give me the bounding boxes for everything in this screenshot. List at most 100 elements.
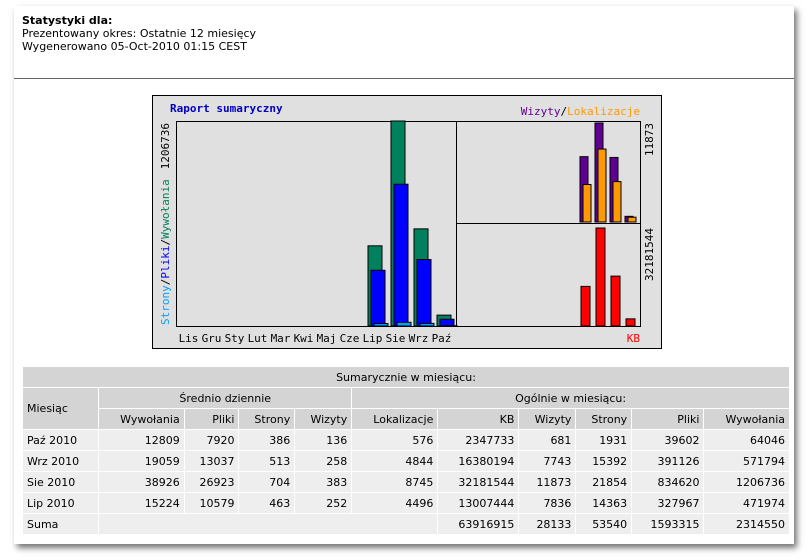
header: Statystyki dla: Prezentowany okres: Osta… [22, 14, 256, 53]
month-cell: Sie 2010 [23, 472, 99, 492]
header-row: Wywołania Pliki Strony Wizyty Lokalizacje KB W… [23, 409, 789, 429]
bar [396, 321, 412, 327]
bottom-right-panel [456, 223, 641, 327]
header-row: Miesiąc Średnio dziennie Ogólnie w miesiąc… [23, 388, 789, 429]
legend-item: Strony [159, 285, 172, 325]
column-header: Lokalizacje [352, 409, 438, 429]
month-label: Lip [363, 332, 383, 345]
legend-item: Pliki [159, 246, 172, 279]
cell: 136 [295, 430, 352, 450]
bar [625, 318, 636, 327]
legend: Strony/Pliki/Wywołania [159, 179, 172, 325]
cell: 11873 [519, 472, 576, 492]
cell: 4496 [352, 493, 438, 513]
month-header: Miesiąc [23, 388, 99, 429]
cell: 21854 [576, 472, 632, 492]
cell: 10579 [184, 493, 239, 513]
legend-separator: / [159, 239, 172, 246]
bar [373, 323, 389, 327]
cell: 15224 [99, 493, 184, 513]
legend-item: Wywołania [159, 179, 172, 239]
cell: 16380194 [438, 451, 519, 471]
bar [595, 227, 606, 327]
cell: 2347733 [438, 430, 519, 450]
total-cell: 63916915 [438, 514, 519, 534]
header-row: Sumarycznie w miesiącu: [23, 367, 789, 387]
month-label: Wrz [409, 332, 429, 345]
cell: 1931 [576, 430, 632, 450]
cell: 4844 [352, 451, 438, 471]
period: Prezentowany okres: Ostatnie 12 miesięcy [22, 27, 257, 40]
bar [610, 275, 621, 327]
cell: 834620 [632, 472, 704, 492]
column-header: Wizyty [295, 409, 352, 429]
cell: 1206736 [704, 472, 789, 492]
cell: 8745 [352, 472, 438, 492]
month-label: Gru [202, 332, 222, 345]
bar [370, 269, 386, 327]
bar [597, 148, 607, 223]
cell: 26923 [184, 472, 239, 492]
summary-table: Sumarycznie w miesiącu: Miesiąc Średnio dz… [22, 366, 790, 535]
bar [580, 285, 591, 327]
separator-line [14, 78, 794, 79]
total-row: Suma 63916915 28133 53540 1593315 2314550 [23, 514, 789, 534]
total-label: Suma [23, 514, 99, 534]
month-label: Sty [225, 332, 245, 345]
cell: 471974 [704, 493, 789, 513]
data-row: Wrz 2010 19059 13037 513 258 4844 16380194 7743… [23, 451, 789, 471]
bar [627, 216, 637, 223]
month-cell: Lip 2010 [23, 493, 99, 513]
legend-item: Wizyty [521, 105, 561, 118]
cell: 513 [239, 451, 295, 471]
empty-cell [99, 514, 438, 534]
column-header: Wywołania [704, 409, 789, 429]
cell: 704 [239, 472, 295, 492]
month-label: Kwi [294, 332, 314, 345]
month-label: Cze [340, 332, 360, 345]
month-label: Lis [179, 332, 199, 345]
group-header: Średnio dziennie [99, 388, 352, 408]
column-header: Strony [239, 409, 295, 429]
month-cell: Wrz 2010 [23, 451, 99, 471]
cell: 64046 [704, 430, 789, 450]
legend-separator: / [159, 279, 172, 286]
bar [439, 318, 455, 327]
column-header: Strony [576, 409, 632, 429]
table-caption: Sumarycznie w miesiącu: [23, 367, 789, 387]
cell: 13007444 [438, 493, 519, 513]
axis-max: 1206736 [159, 123, 172, 169]
cell: 463 [239, 493, 295, 513]
bar [419, 322, 435, 327]
cell: 38926 [99, 472, 184, 492]
cell: 383 [295, 472, 352, 492]
cell: 39602 [632, 430, 704, 450]
month-label: Lut [248, 332, 268, 345]
cell: 32181544 [438, 472, 519, 492]
month-label: Paź [432, 332, 452, 345]
cell: 571794 [704, 451, 789, 471]
left-panel [176, 121, 457, 327]
axis-max: 11873 [643, 123, 656, 156]
column-header: Pliki [632, 409, 704, 429]
chart-title: Raport sumaryczny [170, 102, 283, 115]
legend-separator: / [561, 105, 568, 118]
generated: Wygenerowano 05-Oct-2010 01:15 CEST [22, 40, 247, 53]
cell: 576 [352, 430, 438, 450]
cell: 681 [519, 430, 576, 450]
bar [612, 181, 622, 223]
total-cell: 2314550 [704, 514, 789, 534]
data-row: Sie 2010 38926 26923 704 383 8745 32181544 1187… [23, 472, 789, 492]
total-cell: 53540 [576, 514, 632, 534]
cell: 15392 [576, 451, 632, 471]
month-label: Mar [271, 332, 291, 345]
cell: 12809 [99, 430, 184, 450]
cell: 258 [295, 451, 352, 471]
summary-chart: Raport sumaryczny Strony/Pliki/Wywołania… [152, 95, 662, 349]
cell: 7920 [184, 430, 239, 450]
column-header: Wywołania [99, 409, 184, 429]
legend: Wizyty/Lokalizacje [521, 105, 640, 118]
total-cell: 28133 [519, 514, 576, 534]
bar [416, 259, 432, 327]
